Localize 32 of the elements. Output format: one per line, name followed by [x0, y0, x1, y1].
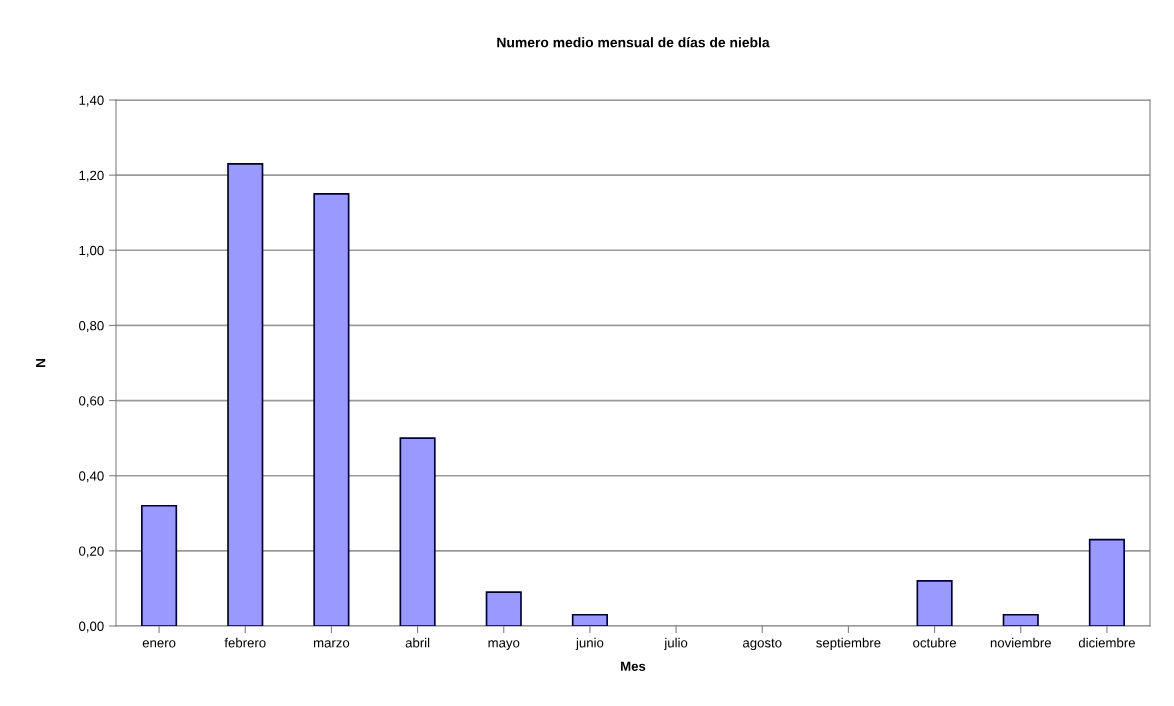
bar: [485, 591, 522, 626]
y-tick-label: 0,40: [79, 471, 104, 483]
x-tick-label: febrero: [224, 637, 266, 648]
x-tick-label: enero: [142, 640, 176, 648]
x-axis-title: Mes: [621, 661, 646, 671]
y-axis-title: N: [36, 359, 46, 367]
bar: [571, 613, 608, 626]
y-tick-label: 1,40: [79, 95, 104, 107]
bar: [1002, 613, 1039, 626]
chart-title: Numero medio mensual de días de niebla: [497, 37, 770, 48]
bar: [1088, 538, 1125, 626]
y-tick-label: 1,20: [79, 170, 104, 182]
bar: [313, 193, 350, 626]
x-tick-label: abril: [405, 637, 430, 648]
x-tick-label: agosto: [743, 638, 782, 651]
bar: [227, 163, 264, 626]
x-tick-label: diciembre: [1078, 637, 1135, 648]
y-tick-label: 0,20: [79, 546, 104, 558]
x-tick-label: junio: [575, 637, 604, 651]
x-tick-label: septiembre: [816, 637, 881, 651]
x-tick-label: noviembre: [990, 637, 1051, 648]
bar: [399, 437, 436, 626]
x-tick-label: mayo: [488, 640, 520, 651]
x-tick-label: marzo: [313, 640, 350, 648]
y-tick-label: 0,00: [79, 621, 104, 633]
bar: [916, 580, 953, 626]
y-tick-label: 0,60: [79, 396, 104, 408]
x-tick-label: octubre: [913, 637, 956, 648]
y-tick-label: 1,00: [79, 245, 104, 257]
y-tick-label: 0,80: [79, 321, 104, 332]
x-tick-label: julio: [664, 637, 688, 651]
bar: [141, 504, 178, 626]
